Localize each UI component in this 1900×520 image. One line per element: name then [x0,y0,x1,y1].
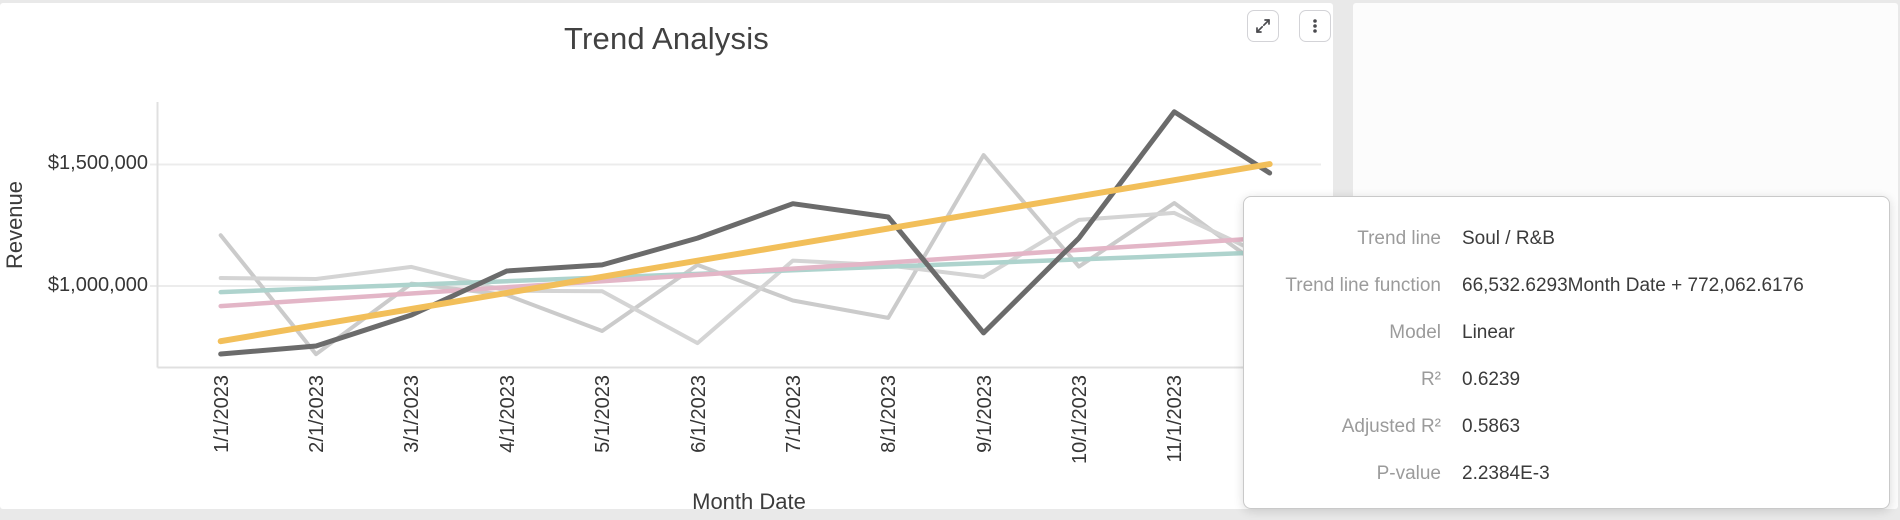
tooltip-value: 2.2384E-3 [1462,462,1550,484]
tooltip-label: Adjusted R² [1341,415,1441,437]
trend-chart-plot[interactable] [0,3,1333,509]
tooltip-label: P-value [1376,462,1441,484]
tooltip-value: Soul / R&B [1462,227,1555,249]
tooltip-value: 0.5863 [1462,415,1521,437]
tooltip-row: Model Linear [1244,309,1889,356]
tooltip-value: 0.6239 [1462,368,1521,390]
x-tick-label-text: 5/1/2023 [592,375,615,453]
tooltip-row: P-value 2.2384E-3 [1244,450,1889,497]
y-axis-title: Revenue [2,180,27,270]
tooltip-label: Trend line [1357,227,1441,249]
chart-title: Trend Analysis [564,21,769,56]
x-tick-label-text: 11/1/2023 [1164,375,1187,463]
trend-analysis-card: Trend Analysis $ [0,3,1333,514]
tooltip-label: Trend line function [1285,274,1441,296]
series-background-trend-pink [218,235,1272,309]
tooltip-value: Linear [1462,321,1515,343]
tooltip-label: R² [1420,368,1441,390]
x-tick-label-text: 4/1/2023 [496,375,519,453]
tooltip-row: Adjusted R² 0.5863 [1244,403,1889,450]
x-tick-label-text: 3/1/2023 [401,375,424,453]
tooltip-label: Model [1389,321,1441,343]
x-tick-label-text: 6/1/2023 [687,375,710,453]
trend-line-tooltip: Trend line Soul / R&B Trend line function 6… [1243,196,1890,509]
series-soul-r-b[interactable] [218,109,1273,357]
tooltip-row: Trend line Soul / R&B [1244,215,1889,262]
series-soul-r-b-trend-line[interactable] [217,161,1273,345]
x-tick-label-text: 7/1/2023 [782,375,805,453]
expand-icon [1254,17,1272,35]
x-tick-label-text: 1/1/2023 [210,375,233,453]
y-tick-label: $1,000,000 [47,274,148,296]
x-tick-label-text: 8/1/2023 [878,375,901,453]
y-tick-label: $1,500,000 [47,152,148,174]
tooltip-value: 66,532.6293Month Date + 772,062.6176 [1462,274,1804,296]
kebab-menu-icon [1306,17,1324,35]
tooltip-row: R² 0.6239 [1244,356,1889,403]
expand-button[interactable] [1247,10,1279,42]
x-tick-label-text: 10/1/2023 [1068,375,1091,464]
x-tick-label-text: 2/1/2023 [306,375,329,453]
x-tick-label-text: 9/1/2023 [973,375,996,453]
tooltip-row: Trend line function 66,532.6293Month Date… [1244,262,1889,309]
x-axis-title: Month Date [692,489,806,514]
more-options-button[interactable] [1299,10,1331,42]
